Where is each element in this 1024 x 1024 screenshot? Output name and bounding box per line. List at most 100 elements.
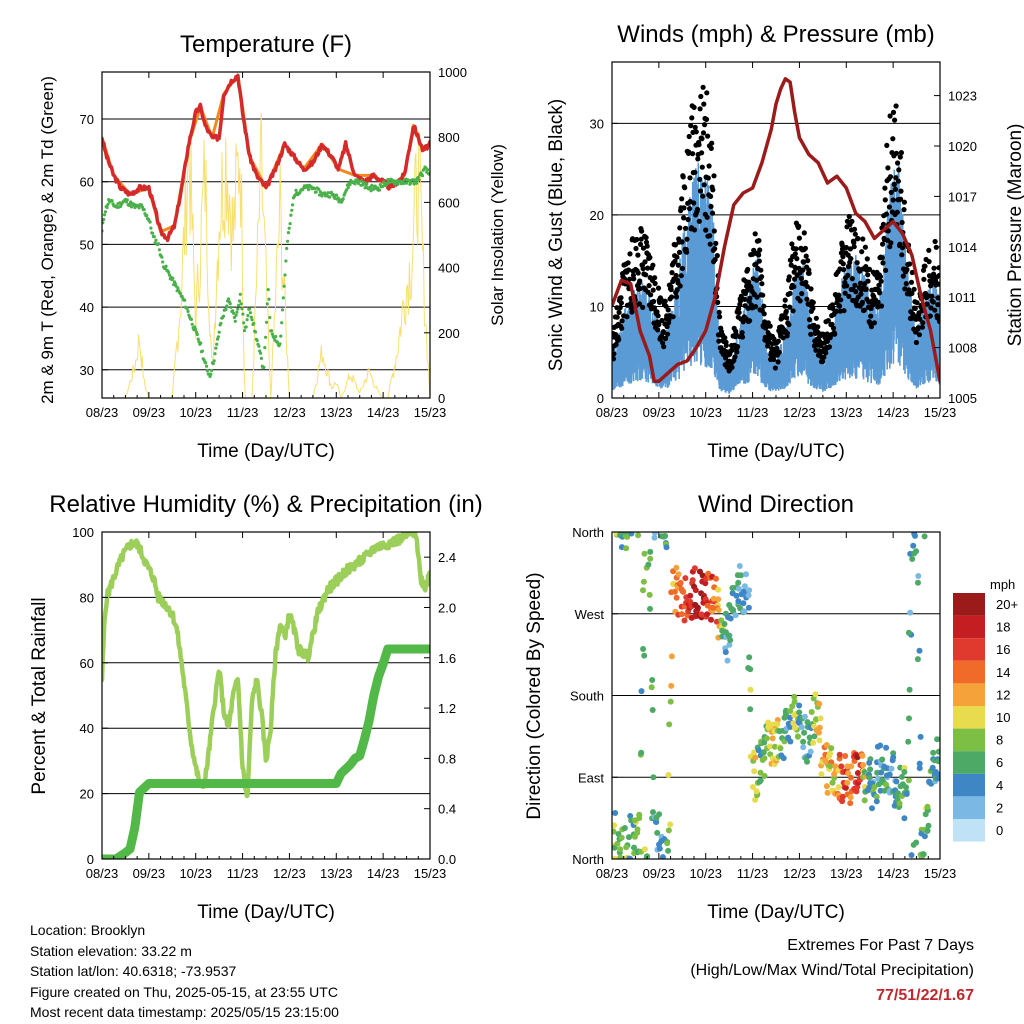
dewpoint-point (185, 306, 189, 311)
gust-point (735, 344, 741, 350)
direction-point (921, 833, 928, 840)
gust-point (836, 292, 842, 298)
direction-point (612, 810, 619, 816)
gust-point (625, 260, 631, 266)
dewpoint-point (219, 321, 223, 325)
direction-point (646, 591, 653, 598)
humidity-title: Relative Humidity (%) & Precipitation (i… (49, 491, 482, 518)
gust-point (880, 221, 887, 227)
humidity-y-tick-label: 60 (80, 656, 94, 671)
direction-point (689, 577, 696, 584)
dewpoint-point (252, 321, 256, 325)
dewpoint-point (334, 193, 339, 197)
gust-point (857, 280, 864, 286)
speed-legend-label: 10 (996, 710, 1010, 725)
dewpoint-point (148, 220, 152, 224)
dewpoint-point (396, 182, 400, 186)
dewpoint-point (416, 175, 420, 179)
direction-point (760, 749, 767, 756)
direction-point (808, 709, 815, 715)
gust-point (810, 299, 816, 306)
gust-point (745, 266, 751, 273)
gust-point (847, 246, 854, 252)
direction-point (910, 542, 917, 549)
gust-point (924, 301, 930, 307)
gust-point (808, 286, 814, 292)
gust-point (704, 90, 710, 96)
direction-point (664, 840, 671, 847)
gust-point (699, 136, 705, 142)
gust-point (787, 290, 793, 296)
direction-point (861, 797, 868, 804)
gust-point (842, 290, 848, 296)
direction-x-axis-label: Time (Day/UTC) (707, 902, 845, 923)
direction-point (666, 721, 673, 728)
gust-point (705, 133, 711, 139)
direction-point (804, 719, 811, 726)
direction-y-tick-label: North (572, 852, 604, 867)
direction-point (917, 733, 924, 740)
temperature-axes: 08/23 09/23 10/23 11/23 12/23 13/23 14/23 15/23… (80, 31, 467, 462)
direction-point (907, 609, 914, 616)
direction-point (913, 548, 920, 555)
direction-point (745, 604, 752, 611)
direction-point (659, 854, 666, 859)
direction-point (780, 755, 787, 762)
gust-point (707, 233, 713, 239)
direction-point (763, 735, 770, 742)
gust-point (841, 267, 847, 273)
dewpoint-point (333, 196, 337, 200)
dewpoint-point (242, 329, 247, 333)
direction-point (924, 827, 931, 834)
gust-point (691, 200, 697, 206)
dewpoint-point (137, 206, 141, 210)
gust-point (871, 320, 878, 326)
gust-point (645, 265, 651, 271)
gust-point (921, 276, 927, 282)
gust-point (931, 265, 937, 271)
direction-point (641, 652, 648, 659)
direction-point (761, 755, 768, 762)
gust-point (652, 275, 658, 281)
gust-point (864, 256, 870, 262)
gust-point (863, 286, 869, 292)
dewpoint-point (156, 242, 161, 246)
humidity-y2-tick-label: 0.0 (438, 852, 456, 867)
direction-point (765, 719, 772, 726)
gust-point (736, 305, 742, 311)
temperature-y-tick-label: 30 (80, 363, 94, 378)
speed-legend-swatch (953, 751, 985, 774)
gust-point (660, 340, 666, 346)
direction-point (815, 729, 822, 736)
temp-9m-line (102, 73, 430, 234)
gust-point (806, 317, 813, 323)
direction-point (635, 532, 642, 539)
direction-point (680, 588, 687, 595)
gust-point (690, 151, 696, 157)
dewpoint-point (290, 208, 294, 212)
gust-point (627, 276, 633, 282)
gust-point (806, 270, 812, 276)
gust-point (914, 300, 920, 306)
gust-point (765, 343, 771, 349)
direction-point (755, 747, 762, 754)
direction-point (848, 774, 854, 781)
gust-point (898, 150, 905, 156)
gust-point (699, 164, 705, 170)
direction-point (908, 852, 915, 859)
dewpoint-point (205, 369, 209, 373)
gust-point (919, 324, 926, 330)
speed-legend-label: 12 (996, 687, 1010, 702)
gust-point (669, 270, 675, 276)
speed-legend-swatch (953, 706, 985, 729)
gust-point (700, 130, 707, 136)
dewpoint-point (360, 179, 364, 183)
gust-point (851, 226, 858, 232)
direction-point (626, 834, 632, 841)
gust-point (802, 245, 809, 251)
dewpoint-point (157, 248, 161, 252)
gust-point (877, 290, 883, 296)
direction-point (638, 749, 645, 756)
gust-point (894, 209, 900, 215)
gust-point (639, 228, 645, 234)
